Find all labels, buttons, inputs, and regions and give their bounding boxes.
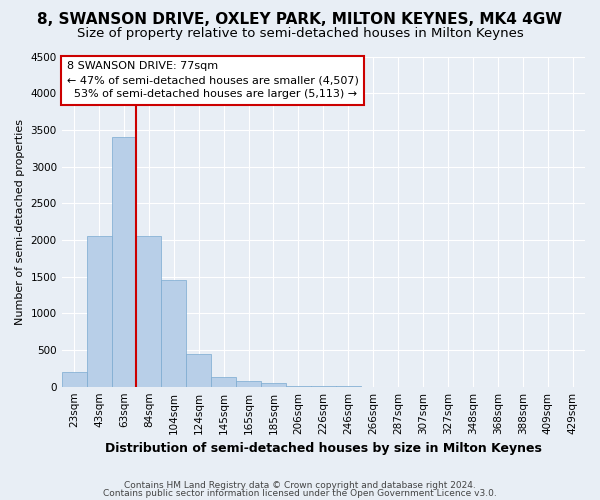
Bar: [211, 377, 236, 386]
Text: Size of property relative to semi-detached houses in Milton Keynes: Size of property relative to semi-detach…: [77, 28, 523, 40]
Bar: [161, 280, 186, 386]
Bar: [62, 372, 86, 386]
Y-axis label: Number of semi-detached properties: Number of semi-detached properties: [15, 118, 25, 324]
X-axis label: Distribution of semi-detached houses by size in Milton Keynes: Distribution of semi-detached houses by …: [105, 442, 542, 455]
Bar: [136, 236, 161, 386]
Bar: [236, 381, 261, 386]
Bar: [261, 383, 286, 386]
Bar: [86, 236, 112, 386]
Text: 8, SWANSON DRIVE, OXLEY PARK, MILTON KEYNES, MK4 4GW: 8, SWANSON DRIVE, OXLEY PARK, MILTON KEY…: [37, 12, 563, 28]
Text: Contains public sector information licensed under the Open Government Licence v3: Contains public sector information licen…: [103, 488, 497, 498]
Bar: [186, 354, 211, 386]
Text: Contains HM Land Registry data © Crown copyright and database right 2024.: Contains HM Land Registry data © Crown c…: [124, 481, 476, 490]
Bar: [112, 137, 136, 386]
Text: 8 SWANSON DRIVE: 77sqm
← 47% of semi-detached houses are smaller (4,507)
  53% o: 8 SWANSON DRIVE: 77sqm ← 47% of semi-det…: [67, 62, 359, 100]
